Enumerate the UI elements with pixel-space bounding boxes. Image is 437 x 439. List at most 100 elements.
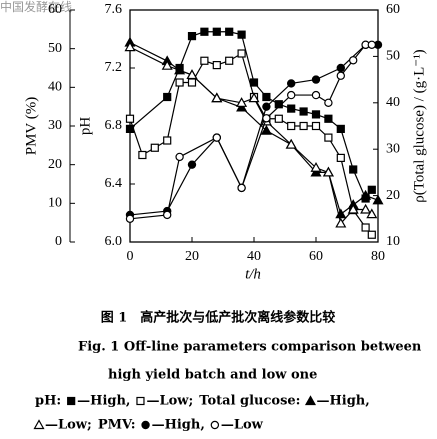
- marker: [310, 162, 322, 172]
- marker: [186, 69, 198, 80]
- x-axis-label: t/h: [245, 266, 261, 282]
- marker: [311, 110, 321, 119]
- y-tick-label: 6.8: [105, 118, 123, 133]
- marker: [335, 217, 347, 228]
- marker: [285, 138, 297, 149]
- marker: [136, 396, 145, 406]
- y-tick-label: 30: [386, 141, 400, 156]
- marker: [161, 59, 173, 70]
- x-tick-label: 0: [127, 249, 134, 264]
- series-line: [129, 31, 373, 200]
- caption-cn: 图 1 高产批次与低产批次离线参数比较: [101, 310, 336, 326]
- marker: [225, 27, 234, 36]
- marker: [367, 40, 376, 50]
- marker: [212, 60, 221, 70]
- marker: [287, 90, 296, 100]
- marker: [324, 133, 333, 142]
- marker: [274, 100, 283, 109]
- y-axis-label: pH: [77, 117, 93, 136]
- x-tick-label: 40: [247, 249, 261, 264]
- marker: [324, 114, 333, 123]
- y-tick-label: 60: [48, 2, 62, 17]
- y-tick-label: 40: [48, 80, 62, 95]
- watermark: 中国发酵在线: [0, 0, 72, 14]
- marker: [262, 92, 271, 102]
- marker: [360, 203, 372, 214]
- marker: [236, 101, 248, 112]
- marker: [274, 114, 283, 123]
- x-tick-label: 80: [371, 249, 385, 264]
- marker: [262, 114, 271, 123]
- marker: [124, 41, 136, 52]
- marker: [367, 185, 376, 194]
- marker: [249, 78, 259, 87]
- legend-entry: —High,: [77, 394, 130, 409]
- marker: [162, 210, 172, 220]
- marker: [163, 136, 172, 145]
- marker: [175, 78, 184, 87]
- marker: [138, 150, 147, 160]
- y-tick-label: 50: [386, 49, 400, 64]
- marker: [262, 102, 271, 111]
- marker: [336, 153, 345, 162]
- marker: [324, 98, 333, 108]
- x-tick-label: 60: [309, 249, 323, 264]
- marker: [287, 121, 296, 131]
- marker: [248, 92, 260, 103]
- marker: [200, 56, 209, 65]
- marker: [237, 49, 246, 58]
- y-tick-label: 30: [48, 118, 62, 133]
- x-tick-label: 20: [185, 249, 199, 264]
- legend-group: PMV:: [98, 418, 136, 433]
- marker: [311, 75, 321, 84]
- marker: [212, 133, 221, 142]
- y-tick-label: 7.2: [105, 60, 123, 75]
- y-tick-label: 50: [48, 41, 62, 56]
- marker: [211, 92, 223, 103]
- marker: [125, 114, 135, 123]
- legend-entry: —Low: [221, 418, 264, 433]
- marker: [67, 396, 76, 406]
- y-axis-label: PMV (%): [23, 97, 39, 155]
- marker: [299, 107, 308, 116]
- marker: [336, 124, 345, 134]
- marker: [236, 97, 248, 107]
- y-tick-label: 10: [386, 234, 400, 249]
- marker: [33, 419, 45, 430]
- marker: [372, 194, 384, 205]
- y-tick-label: 20: [48, 157, 62, 172]
- marker: [187, 31, 197, 41]
- y-tick-label: 60: [386, 2, 400, 17]
- marker: [360, 189, 372, 200]
- marker: [322, 166, 334, 177]
- marker: [336, 71, 345, 80]
- marker: [210, 420, 220, 430]
- caption-en: Fig. 1 Off-line parameters comparison be…: [78, 340, 422, 355]
- marker: [311, 90, 321, 100]
- marker: [347, 203, 359, 214]
- marker: [175, 152, 184, 162]
- marker: [200, 27, 209, 36]
- marker: [310, 166, 322, 177]
- marker: [349, 165, 358, 174]
- marker: [299, 121, 308, 131]
- legend-group: Total glucose:: [199, 394, 300, 409]
- marker: [237, 30, 246, 39]
- y-tick-label: 40: [386, 95, 400, 110]
- legend-entry: —Low;: [45, 418, 92, 433]
- marker: [304, 395, 317, 406]
- marker: [287, 104, 296, 113]
- legend-group: pH:: [35, 394, 61, 409]
- y-axis-label: ρ(Total glucose) / (g·L⁻¹): [411, 49, 427, 202]
- y-tick-label: 10: [48, 196, 62, 211]
- marker: [150, 143, 159, 152]
- legend-entry: —Low;: [146, 394, 193, 409]
- marker: [212, 27, 221, 36]
- marker: [187, 160, 197, 169]
- marker: [237, 183, 246, 193]
- y-tick-label: 6.0: [105, 234, 123, 249]
- y-tick-label: 7.6: [105, 2, 123, 17]
- legend-entry: —High,: [316, 394, 369, 409]
